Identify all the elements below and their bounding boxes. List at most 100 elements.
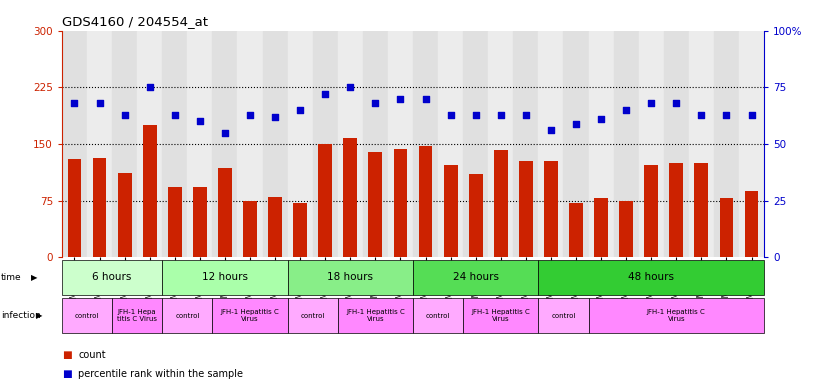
- Bar: [469, 174, 482, 257]
- Bar: [93, 157, 107, 257]
- Text: control: control: [175, 313, 200, 319]
- Text: control: control: [426, 313, 450, 319]
- Bar: [137, 31, 162, 257]
- Bar: [318, 144, 332, 257]
- Point: [394, 96, 407, 102]
- Bar: [168, 187, 182, 257]
- Point: [169, 111, 182, 118]
- Text: GDS4160 / 204554_at: GDS4160 / 204554_at: [62, 15, 208, 28]
- Bar: [588, 298, 764, 333]
- Point: [268, 114, 282, 120]
- Bar: [463, 298, 539, 333]
- Point: [68, 100, 81, 106]
- Point: [319, 91, 332, 97]
- Point: [745, 111, 758, 118]
- Point: [644, 100, 657, 106]
- Text: control: control: [75, 313, 99, 319]
- Bar: [588, 31, 614, 257]
- Bar: [644, 165, 658, 257]
- Text: percentile rank within the sample: percentile rank within the sample: [78, 369, 244, 379]
- Text: 24 hours: 24 hours: [453, 272, 499, 283]
- Point: [293, 107, 306, 113]
- Point: [520, 111, 533, 118]
- Point: [93, 100, 107, 106]
- Point: [244, 111, 257, 118]
- Bar: [695, 163, 708, 257]
- Bar: [287, 298, 338, 333]
- Text: JFH-1 Hepatitis C
Virus: JFH-1 Hepatitis C Virus: [647, 310, 705, 322]
- Bar: [544, 161, 558, 257]
- Bar: [193, 187, 206, 257]
- Bar: [494, 150, 508, 257]
- Text: time: time: [1, 273, 21, 282]
- Bar: [419, 146, 433, 257]
- Bar: [563, 31, 588, 257]
- Bar: [268, 197, 282, 257]
- Text: ■: ■: [62, 369, 72, 379]
- Text: ■: ■: [62, 350, 72, 360]
- Bar: [368, 152, 382, 257]
- Point: [719, 111, 733, 118]
- Bar: [669, 163, 683, 257]
- Bar: [594, 199, 608, 257]
- Point: [544, 127, 558, 134]
- Point: [143, 84, 156, 90]
- Bar: [293, 203, 307, 257]
- Bar: [162, 31, 188, 257]
- Bar: [393, 149, 407, 257]
- Text: ▶: ▶: [36, 311, 43, 320]
- Bar: [218, 168, 232, 257]
- Point: [595, 116, 608, 122]
- Text: control: control: [301, 313, 325, 319]
- Point: [419, 96, 432, 102]
- Bar: [338, 298, 413, 333]
- Point: [569, 121, 582, 127]
- Point: [620, 107, 633, 113]
- Bar: [188, 31, 212, 257]
- Point: [469, 111, 482, 118]
- Text: control: control: [551, 313, 576, 319]
- Text: JFH-1 Hepatitis C
Virus: JFH-1 Hepatitis C Virus: [472, 310, 530, 322]
- Bar: [62, 298, 112, 333]
- Text: 18 hours: 18 hours: [327, 272, 373, 283]
- Bar: [212, 298, 287, 333]
- Point: [695, 111, 708, 118]
- Bar: [539, 31, 563, 257]
- Bar: [413, 260, 539, 295]
- Bar: [569, 203, 583, 257]
- Bar: [287, 31, 313, 257]
- Bar: [638, 31, 664, 257]
- Bar: [68, 159, 82, 257]
- Bar: [243, 200, 257, 257]
- Text: infection: infection: [1, 311, 40, 320]
- Bar: [238, 31, 263, 257]
- Bar: [488, 31, 513, 257]
- Bar: [344, 138, 357, 257]
- Bar: [313, 31, 338, 257]
- Bar: [162, 298, 212, 333]
- Text: JFH-1 Hepatitis C
Virus: JFH-1 Hepatitis C Virus: [221, 310, 279, 322]
- Bar: [338, 31, 363, 257]
- Bar: [744, 191, 758, 257]
- Point: [118, 111, 131, 118]
- Bar: [539, 298, 588, 333]
- Bar: [143, 125, 157, 257]
- Text: JFH-1 Hepa
titis C Virus: JFH-1 Hepa titis C Virus: [117, 310, 157, 322]
- Bar: [614, 31, 638, 257]
- Bar: [513, 31, 539, 257]
- Bar: [287, 260, 413, 295]
- Bar: [363, 31, 388, 257]
- Bar: [438, 31, 463, 257]
- Bar: [413, 31, 438, 257]
- Bar: [519, 161, 533, 257]
- Bar: [719, 199, 733, 257]
- Bar: [212, 31, 238, 257]
- Point: [368, 100, 382, 106]
- Bar: [463, 31, 488, 257]
- Bar: [263, 31, 287, 257]
- Bar: [388, 31, 413, 257]
- Point: [344, 84, 357, 90]
- Text: 12 hours: 12 hours: [202, 272, 248, 283]
- Bar: [62, 31, 87, 257]
- Bar: [739, 31, 764, 257]
